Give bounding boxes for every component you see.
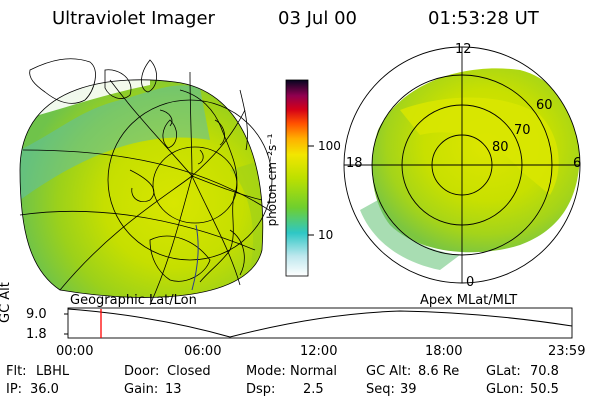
info-ip-value: 36.0 [30,382,59,397]
time-tick-1800: 18:00 [425,344,463,359]
mlat-label-60: 60 [536,98,553,113]
left-panel-caption: Geographic Lat/Lon [70,293,197,308]
info-gain-value: 13 [165,382,182,397]
observation-time: 01:53:28 UT [428,8,539,29]
right-panel-caption: Apex MLat/MLT [420,293,518,308]
info-ip-label: IP: [6,382,23,397]
info-mode-value: Normal [290,364,338,379]
colorbar-tick-10: 10 [318,228,334,242]
mlt-label-top: 12 [455,42,472,57]
time-tick-2359: 23:59 [548,344,586,359]
mlt-label-left: 18 [346,156,363,171]
info-seq-value: 39 [400,382,417,397]
info-mode-label: Mode: [246,364,286,379]
info-glon-value: 50.5 [530,382,559,397]
time-tick-1200: 12:00 [300,344,338,359]
info-glat-label: GLat: [486,364,521,379]
info-door-label: Door: [124,364,160,379]
observation-date: 03 Jul 00 [278,8,357,29]
info-gcalt-label: GC Alt: [366,364,412,379]
info-dsp-value: 2.5 [303,382,324,397]
info-filter-value: LBHL [36,364,70,379]
colorbar-unit-label: photon cm⁻²s⁻¹ [265,133,279,227]
mlt-label-right: 6 [573,156,582,171]
info-dsp-label: Dsp: [246,382,276,397]
gc-alt-tick-bottom: 1.8 [26,327,47,342]
info-door-value: Closed [167,364,211,379]
info-gcalt-value: 8.6 Re [418,364,460,379]
mlt-label-bottom: 0 [466,275,475,290]
info-filter-label: Flt: [6,364,27,379]
info-seq-label: Seq: [366,382,395,397]
info-glat-value: 70.8 [530,364,559,379]
time-tick-0600: 06:00 [184,344,222,359]
time-tick-0000: 00:00 [56,344,94,359]
gc-alt-axis-label: GC Alt [0,282,13,323]
gc-alt-tick-top: 9.0 [26,307,47,322]
mlat-label-80: 80 [492,140,509,155]
instrument-title: Ultraviolet Imager [52,8,215,29]
info-gain-label: Gain: [124,382,159,397]
info-glon-label: GLon: [486,382,524,397]
colorbar-tick-100: 100 [318,139,341,153]
mlat-label-70: 70 [514,123,531,138]
